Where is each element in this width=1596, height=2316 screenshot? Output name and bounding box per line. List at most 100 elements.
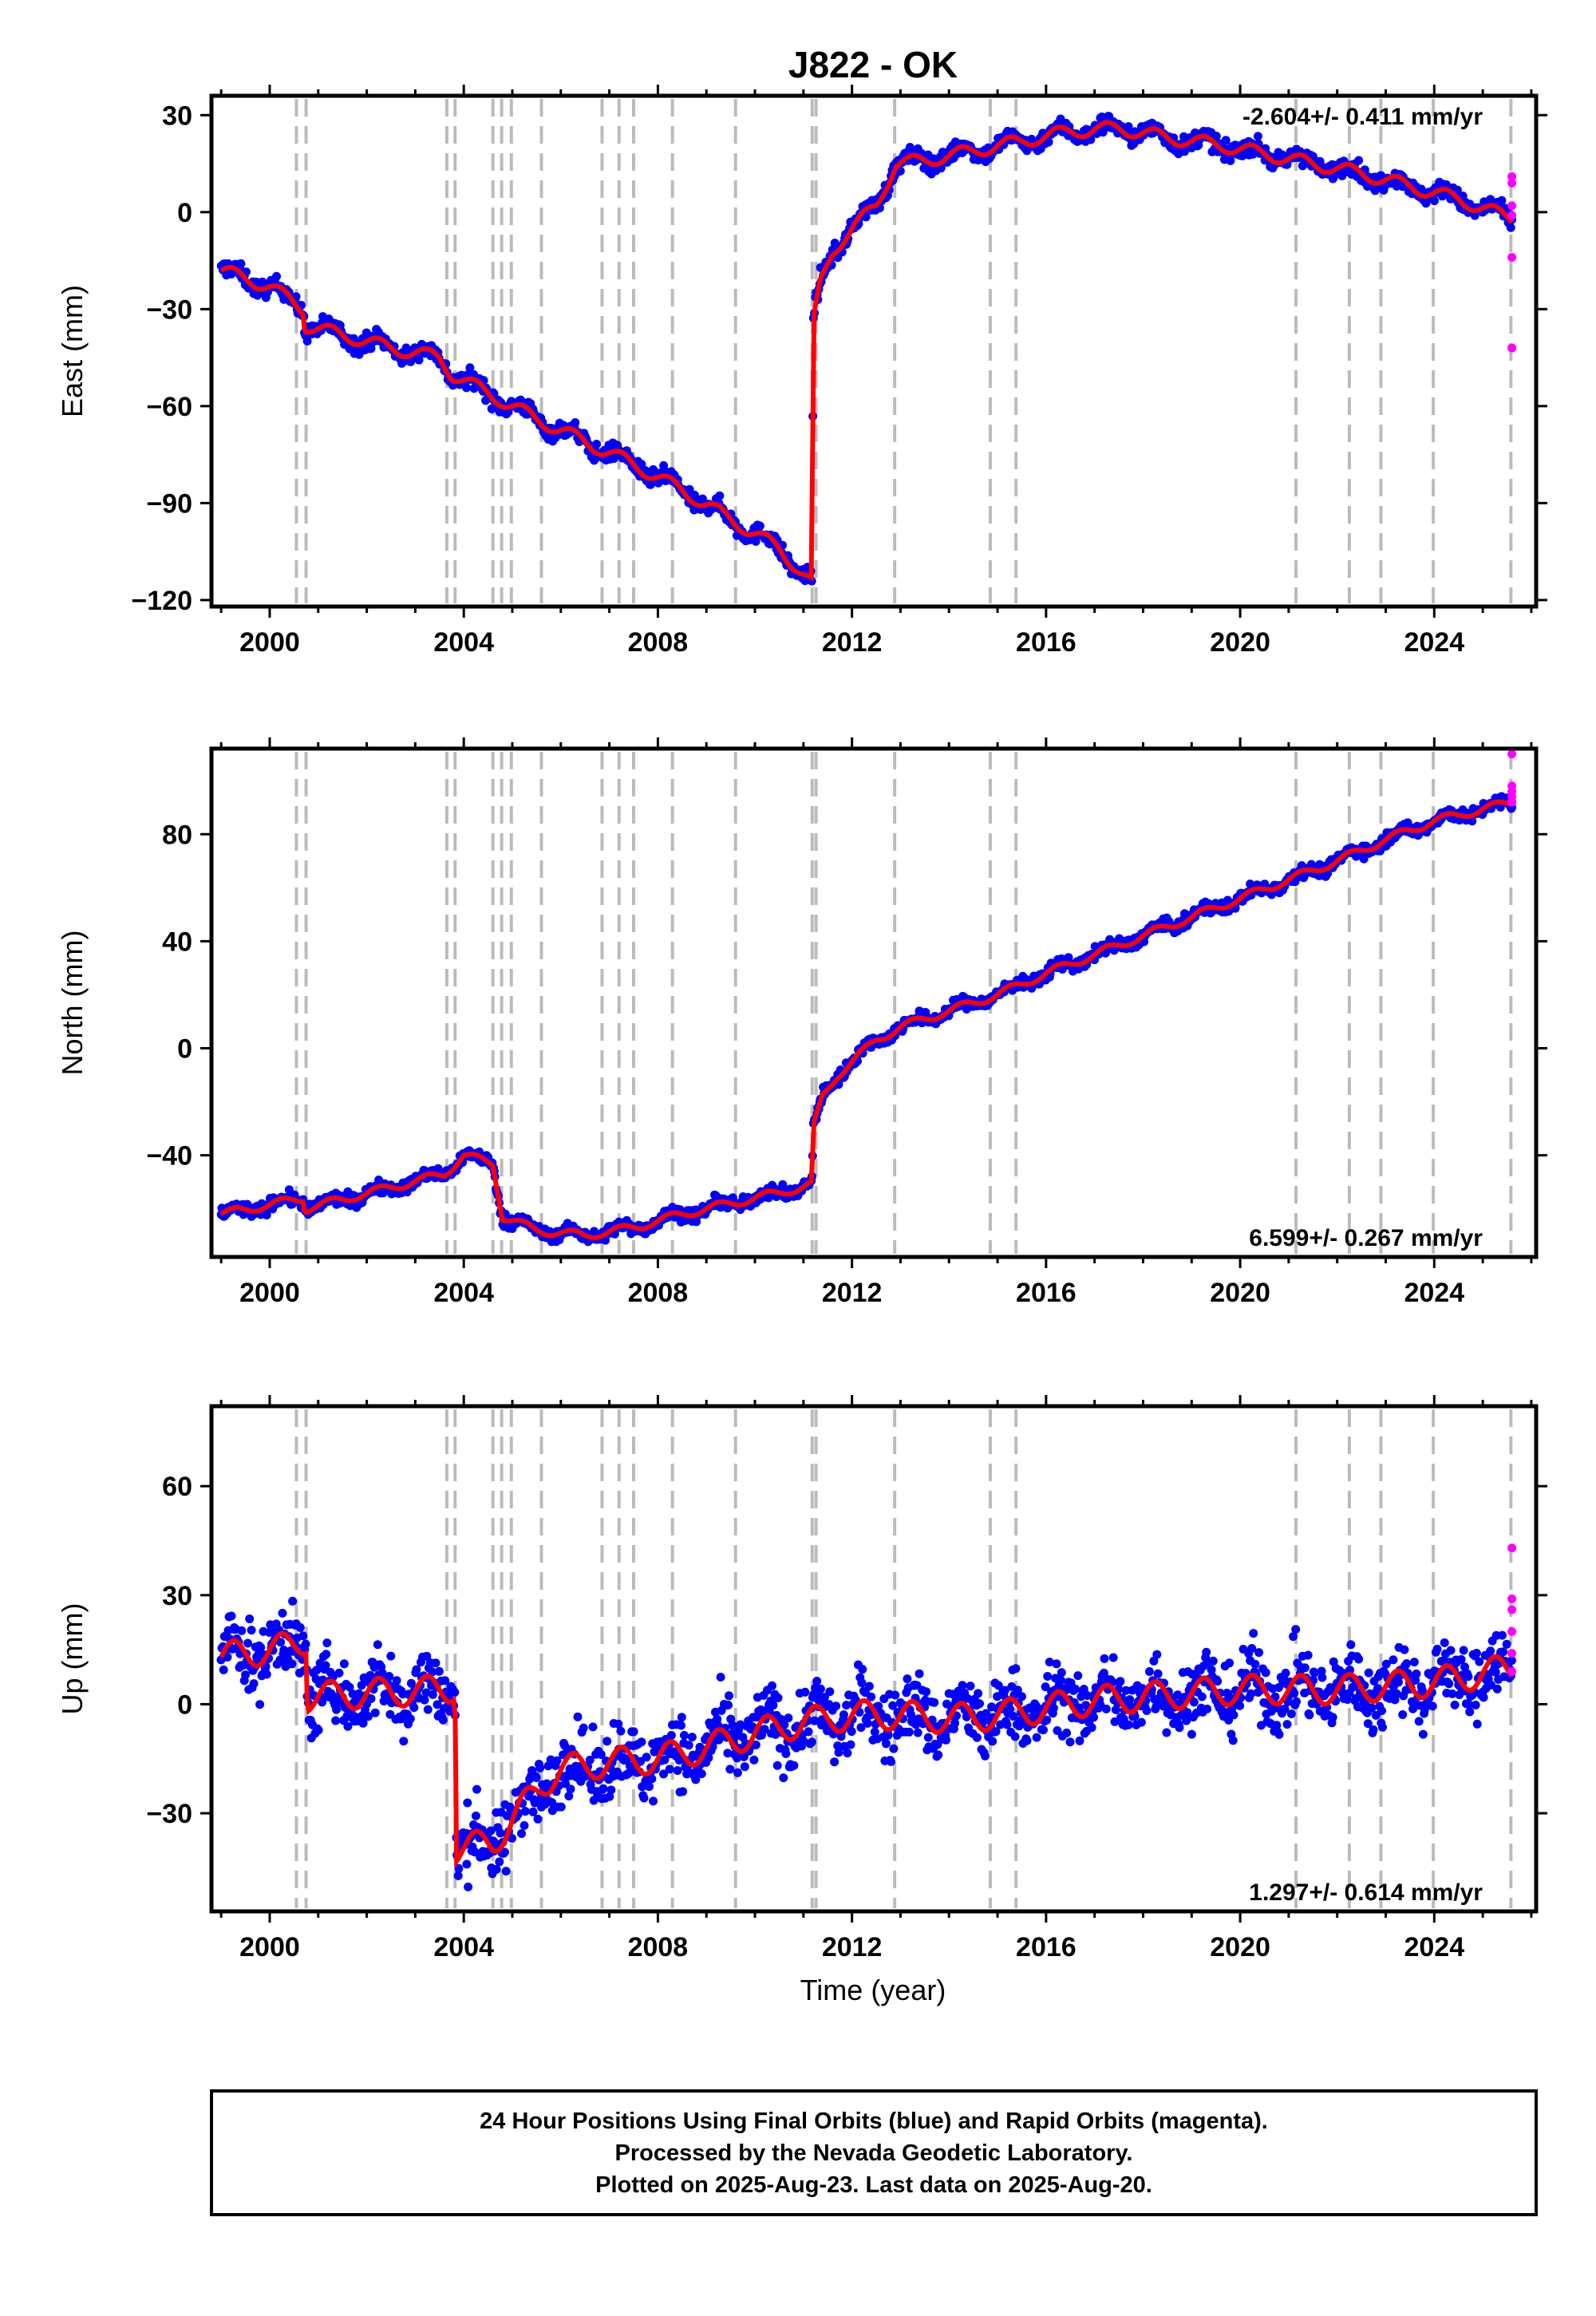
data-point <box>385 1672 394 1681</box>
y-tick-label: 0 <box>177 198 192 228</box>
data-point <box>556 1802 566 1812</box>
data-point <box>1280 1704 1290 1713</box>
data-point <box>1228 1736 1238 1745</box>
data-point <box>605 1792 614 1801</box>
data-point <box>560 1741 569 1750</box>
data-point <box>471 1811 480 1820</box>
data-point <box>508 1834 517 1843</box>
data-point <box>262 1211 271 1219</box>
x-tick-label: 2000 <box>239 1932 300 1962</box>
data-point <box>487 404 496 413</box>
data-point <box>453 1871 463 1880</box>
data-point <box>773 1694 783 1702</box>
rapid-point <box>1507 1605 1517 1614</box>
data-point <box>564 1792 574 1800</box>
data-point <box>933 1740 942 1749</box>
data-point <box>832 1701 841 1711</box>
data-point <box>725 1691 733 1701</box>
data-point <box>975 1699 984 1709</box>
footer-line-2: Processed by the Nevada Geodetic Laborat… <box>615 2140 1133 2166</box>
data-point <box>399 1737 409 1746</box>
y-tick-label: 0 <box>177 1690 192 1720</box>
data-point <box>697 1769 706 1779</box>
data-point <box>295 1622 305 1632</box>
y-tick-label: −30 <box>146 1799 192 1829</box>
data-point <box>386 1651 396 1661</box>
data-point <box>363 1712 373 1721</box>
x-tick-label: 2008 <box>628 1932 689 1962</box>
y-axis-label: East (mm) <box>56 285 89 417</box>
data-point <box>1303 1650 1313 1660</box>
data-point <box>1144 1667 1154 1676</box>
data-point <box>863 1718 872 1728</box>
data-point <box>1226 156 1235 165</box>
data-point <box>301 1639 310 1649</box>
data-point <box>321 1661 330 1670</box>
data-point <box>332 1705 342 1714</box>
data-point <box>596 1750 606 1759</box>
data-point <box>405 1714 415 1724</box>
data-point <box>1471 1701 1480 1709</box>
data-point <box>1446 1646 1456 1655</box>
footer-line-1: 24 Hour Positions Using Final Orbits (bl… <box>480 2109 1268 2134</box>
data-point <box>1402 1659 1412 1668</box>
x-tick-label: 2016 <box>1016 627 1077 658</box>
x-tick-label: 2020 <box>1210 627 1270 658</box>
data-point <box>302 336 312 346</box>
data-point <box>991 1727 1001 1737</box>
data-point <box>1202 1647 1211 1657</box>
x-tick-label: 2024 <box>1404 627 1464 658</box>
data-point <box>501 1867 511 1876</box>
data-point <box>715 491 725 500</box>
data-point <box>1082 1691 1092 1700</box>
data-point <box>1349 1682 1359 1691</box>
data-point <box>903 1674 912 1684</box>
data-point <box>639 1793 649 1803</box>
data-point <box>1392 1689 1401 1698</box>
data-point <box>1162 1728 1171 1737</box>
data-point <box>994 1681 1003 1690</box>
data-point <box>1065 1737 1075 1747</box>
data-point <box>771 1729 780 1739</box>
data-point <box>1261 1668 1270 1678</box>
data-point <box>883 1730 893 1740</box>
data-point <box>739 1752 749 1761</box>
data-point <box>749 1755 759 1765</box>
data-point <box>934 1750 943 1760</box>
data-point <box>463 1798 472 1808</box>
data-point <box>1044 137 1053 147</box>
data-point <box>1444 1679 1454 1689</box>
data-point <box>685 484 694 494</box>
y-tick-label: −40 <box>146 1141 192 1172</box>
rapid-point <box>1507 343 1517 353</box>
data-point <box>1398 1710 1408 1719</box>
data-point <box>1207 1665 1216 1674</box>
data-point <box>800 1687 810 1697</box>
x-tick-label: 2016 <box>1016 1278 1077 1308</box>
x-tick-label: 2000 <box>239 627 300 658</box>
data-point <box>1136 1717 1146 1727</box>
data-point <box>1225 1658 1235 1668</box>
data-point <box>598 1784 608 1793</box>
data-point <box>1101 1704 1111 1713</box>
data-point <box>1057 1676 1065 1686</box>
data-point <box>1039 1725 1048 1735</box>
x-tick-label: 2004 <box>433 1278 494 1308</box>
data-point <box>345 1682 354 1692</box>
data-point <box>768 1701 778 1710</box>
data-point <box>1013 1686 1022 1695</box>
rate-annotation: 1.297+/- 0.614 mm/yr <box>1249 1879 1483 1906</box>
data-point <box>889 1744 899 1753</box>
data-point <box>887 1757 895 1766</box>
data-point <box>366 1694 376 1703</box>
data-point <box>412 1665 421 1674</box>
data-point <box>677 1721 685 1730</box>
data-point <box>1213 1677 1223 1686</box>
data-point <box>1432 1644 1442 1654</box>
data-point <box>1305 1710 1314 1720</box>
data-point <box>1317 1666 1326 1676</box>
rapid-point <box>1507 749 1517 759</box>
data-point <box>450 1688 460 1697</box>
